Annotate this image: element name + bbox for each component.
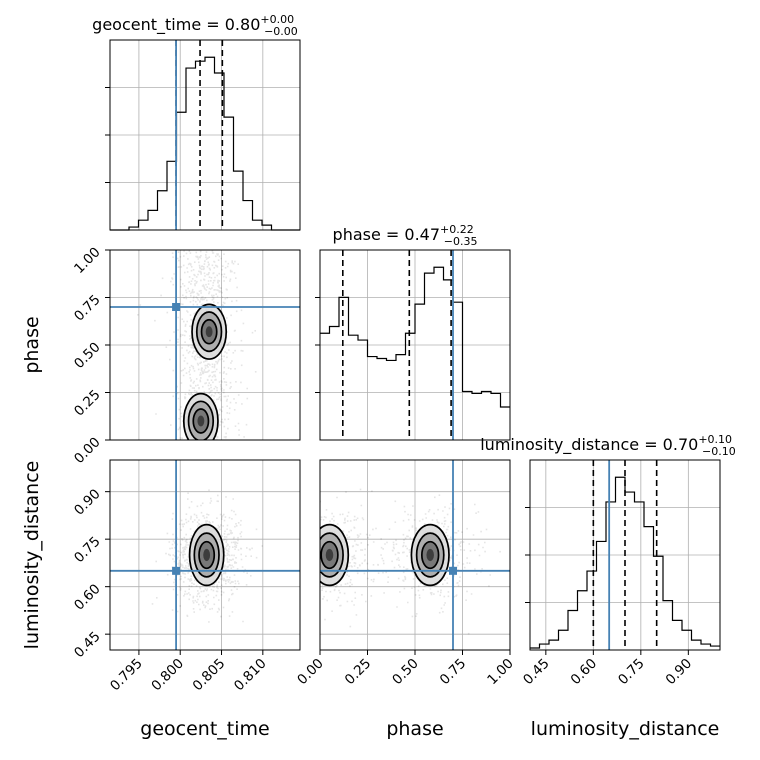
xtick-label-luminosity_distance-2: 0.75 xyxy=(615,656,648,689)
xtick-label-luminosity_distance-0: 0.45 xyxy=(520,656,553,689)
xtick-label-luminosity_distance-1: 0.60 xyxy=(568,656,601,689)
hist-panel-geocent_time: geocent_time = 0.80+0.00 −0.00 xyxy=(92,13,301,231)
truth-point-geocent_time-phase xyxy=(172,303,181,311)
xtick-label-geocent_time-1: 0.800 xyxy=(148,656,187,695)
ytick-label-luminosity_distance-3: 0.90 xyxy=(71,486,104,519)
xlabel-geocent_time: geocent_time xyxy=(140,718,269,740)
title-main-luminosity_distance: luminosity_distance = 0.70 xyxy=(480,435,698,455)
ytick-label-phase-4: 1.00 xyxy=(71,244,104,277)
panel-title-phase: phase = 0.47+0.22 −0.35 xyxy=(333,223,478,248)
density-fill-geocent_time-phase-0-3 xyxy=(205,326,213,338)
contour-phase-luminosity_distance-0-2 xyxy=(420,540,440,570)
contour-geocent_time-luminosity_distance-0-1 xyxy=(193,532,220,578)
xtick-label-luminosity_distance-3: 0.90 xyxy=(663,656,696,689)
panel-title-geocent_time: geocent_time = 0.80+0.00 −0.00 xyxy=(92,13,298,38)
xtick-label-phase-3: 0.75 xyxy=(437,656,470,689)
hist-panel-luminosity_distance: luminosity_distance = 0.70+0.10 −0.10 xyxy=(480,433,736,651)
hist-bars-phase xyxy=(320,266,510,408)
contour-geocent_time-luminosity_distance-0-0 xyxy=(188,523,225,587)
title-plus-geocent_time: +0.00 xyxy=(260,13,294,26)
xtick-label-phase-1: 0.25 xyxy=(342,656,375,689)
ytick-label-luminosity_distance-2: 0.75 xyxy=(71,534,104,567)
contour-phase-luminosity_distance-0-0 xyxy=(410,523,450,587)
sample-cloud-phase-luminosity_distance xyxy=(320,488,501,635)
contour-geocent_time-phase-0-0 xyxy=(191,303,228,360)
contour-phase-luminosity_distance-1-1 xyxy=(320,532,344,578)
xtick-label-geocent_time-2: 0.805 xyxy=(190,656,229,695)
density-fill-phase-luminosity_distance-1-3 xyxy=(325,548,334,562)
contour-geocent_time-phase-0-1 xyxy=(195,311,223,353)
ytick-label-luminosity_distance-1: 0.60 xyxy=(71,581,104,614)
panel-title-luminosity_distance: luminosity_distance = 0.70+0.10 −0.10 xyxy=(480,433,736,458)
ytick-label-phase-3: 0.75 xyxy=(71,292,104,325)
joint-panel-geocent_time-phase xyxy=(109,249,301,441)
truth-point-phase-luminosity_distance xyxy=(449,566,457,575)
contour-geocent_time-luminosity_distance-0-2 xyxy=(198,540,216,570)
ylabel-luminosity_distance: luminosity_distance xyxy=(21,461,43,650)
ytick-label-phase-2: 0.50 xyxy=(71,339,104,372)
panel-frame-geocent_time-luminosity_distance xyxy=(109,459,301,651)
ytick-label-phase-0: 0.00 xyxy=(71,434,104,467)
title-minus-luminosity_distance: −0.10 xyxy=(702,445,736,458)
xtick-label-geocent_time-3: 0.810 xyxy=(231,656,270,695)
hist-bars-geocent_time xyxy=(110,56,300,231)
ytick-label-phase-1: 0.25 xyxy=(71,387,104,420)
title-main-geocent_time: geocent_time = 0.80 xyxy=(92,15,260,35)
truth-point-geocent_time-luminosity_distance xyxy=(172,566,181,575)
title-minus-geocent_time: −0.00 xyxy=(264,25,298,38)
title-main-phase: phase = 0.47 xyxy=(333,225,440,244)
panel-frame-phase xyxy=(319,249,511,441)
contour-geocent_time-phase-1-2 xyxy=(192,408,210,434)
contour-geocent_time-phase-0-2 xyxy=(200,318,218,345)
ylabel-phase: phase xyxy=(21,316,43,373)
contour-geocent_time-phase-1-1 xyxy=(187,400,215,440)
contour-phase-luminosity_distance-1-2 xyxy=(320,540,339,570)
xlabel-phase: phase xyxy=(386,718,443,740)
xlabel-luminosity_distance: luminosity_distance xyxy=(531,718,720,740)
hist-panel-phase: phase = 0.47+0.22 −0.35 xyxy=(315,223,511,441)
joint-content-geocent_time-phase xyxy=(110,250,300,440)
density-fill-geocent_time-luminosity_distance-0-3 xyxy=(203,548,211,562)
joint-panel-phase-luminosity_distance xyxy=(319,459,511,651)
xtick-label-phase-0: 0.00 xyxy=(294,656,327,689)
joint-content-geocent_time-luminosity_distance xyxy=(110,460,300,650)
density-fill-geocent_time-phase-1-3 xyxy=(197,415,205,427)
xtick-label-phase-2: 0.50 xyxy=(389,656,422,689)
contour-phase-luminosity_distance-0-1 xyxy=(415,532,445,578)
contour-geocent_time-phase-1-0 xyxy=(182,392,219,440)
title-plus-luminosity_distance: +0.10 xyxy=(698,433,732,446)
contour-phase-luminosity_distance-1-0 xyxy=(320,523,350,587)
joint-panel-geocent_time-luminosity_distance xyxy=(109,459,301,651)
density-fill-phase-luminosity_distance-0-3 xyxy=(426,548,434,562)
xtick-label-geocent_time-0: 0.795 xyxy=(107,656,146,695)
joint-content-phase-luminosity_distance xyxy=(320,460,510,650)
title-plus-phase: +0.22 xyxy=(440,223,474,236)
ytick-label-luminosity_distance-0: 0.45 xyxy=(71,629,104,662)
xtick-label-phase-4: 1.00 xyxy=(484,656,517,689)
panel-frame-geocent_time xyxy=(109,39,301,231)
sample-cloud-geocent_time-phase xyxy=(137,250,257,440)
title-minus-phase: −0.35 xyxy=(444,235,478,248)
panel-frame-luminosity_distance xyxy=(529,459,721,651)
